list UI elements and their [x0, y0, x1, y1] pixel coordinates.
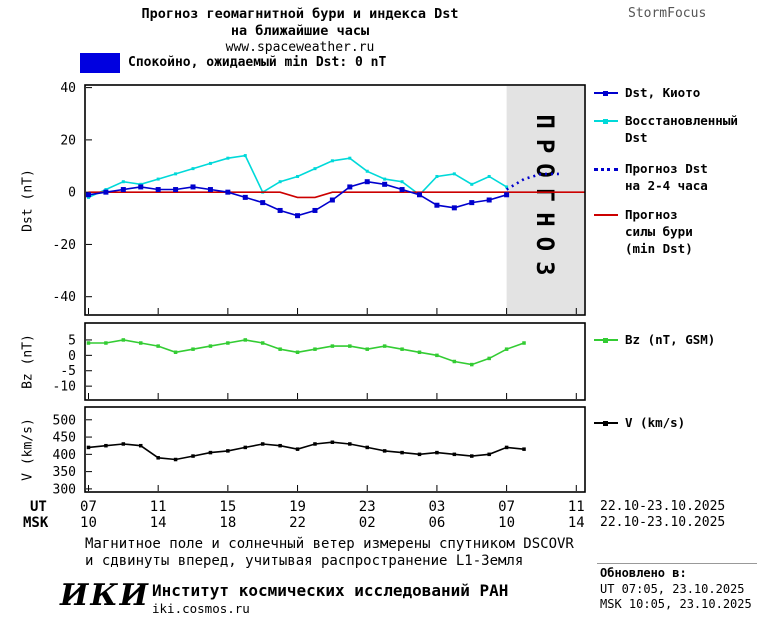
- ut-row-label: UT: [30, 499, 47, 515]
- v-axis-label: V (km/s): [20, 418, 36, 481]
- legend-label-storm-1: Прогноз: [625, 207, 678, 222]
- forecast-chart: ПРОГНОЗ-40-200204050-5-10300350400450500…: [53, 81, 586, 531]
- legend-label-recovered-2: Dst: [625, 130, 648, 145]
- svg-text:400: 400: [53, 448, 76, 463]
- svg-text:23: 23: [359, 499, 376, 515]
- svg-text:18: 18: [219, 515, 236, 531]
- msk-date-range: 22.10-23.10.2025: [600, 515, 726, 530]
- svg-text:11: 11: [150, 499, 167, 515]
- legend-label-bz: Bz (nT, GSM): [625, 332, 716, 347]
- legend-label-recovered-1: Восстановленный: [625, 113, 738, 128]
- footnote-line1: Магнитное поле и солнечный ветер измерен…: [85, 536, 574, 552]
- page-title-line2: на ближайшие часы: [230, 23, 370, 39]
- svg-text:15: 15: [219, 499, 236, 515]
- source-site-url: www.spaceweather.ru: [225, 40, 375, 55]
- svg-text:0: 0: [68, 349, 76, 364]
- legend-swatch-recovered: [594, 118, 618, 124]
- iki-logo: ИКИ: [60, 578, 150, 613]
- svg-text:5: 5: [68, 333, 76, 348]
- status-banner: Спокойно, ожидаемый min Dst: 0 nT: [80, 52, 386, 73]
- legend-label-forecast-1: Прогноз Dst: [625, 161, 708, 176]
- ut-date-range: 22.10-23.10.2025: [600, 499, 726, 514]
- legend-item-storm-forecast: Прогноз силы бури (min Dst): [594, 206, 693, 257]
- svg-text:450: 450: [53, 431, 76, 446]
- legend-swatch-storm: [594, 214, 618, 216]
- legend-item-forecast-dst: Прогноз Dst на 2-4 часа: [594, 160, 708, 194]
- svg-text:300: 300: [53, 482, 76, 497]
- svg-text:0: 0: [68, 186, 76, 201]
- svg-text:14: 14: [568, 515, 585, 531]
- legend-swatch-kyoto: [594, 90, 618, 96]
- updated-ut: UT 07:05, 23.10.2025: [600, 582, 745, 596]
- legend-swatch-forecast: [594, 168, 618, 171]
- svg-text:02: 02: [359, 515, 376, 531]
- legend-label-storm-3: (min Dst): [625, 241, 693, 256]
- svg-text:10: 10: [498, 515, 515, 531]
- updated-divider: [597, 563, 757, 564]
- footnote-line2: и сдвинуты вперед, учитывая распростране…: [85, 553, 524, 569]
- svg-text:-5: -5: [60, 364, 76, 379]
- updated-msk: MSK 10:05, 23.10.2025: [600, 597, 752, 611]
- svg-text:40: 40: [60, 81, 76, 96]
- institute-site-url: iki.cosmos.ru: [152, 601, 250, 616]
- dst-axis-label: Dst (nT): [20, 169, 36, 232]
- svg-text:350: 350: [53, 465, 76, 480]
- brand-label: StormFocus: [628, 6, 707, 21]
- legend-label-storm-2: силы бури: [625, 224, 693, 239]
- svg-text:ПРОГНОЗ: ПРОГНОЗ: [531, 114, 559, 285]
- legend-item-dst-kyoto: Dst, Киото: [594, 84, 700, 101]
- legend-label-kyoto: Dst, Киото: [625, 85, 701, 100]
- page-title-line1: Прогноз геомагнитной бури и индекса Dst: [141, 6, 459, 22]
- msk-row-label: MSK: [23, 515, 49, 531]
- status-color-swatch: [80, 52, 120, 73]
- svg-text:20: 20: [60, 133, 76, 148]
- svg-text:22: 22: [289, 515, 306, 531]
- legend-item-bz: Bz (nT, GSM): [594, 331, 715, 348]
- svg-text:14: 14: [150, 515, 167, 531]
- svg-text:500: 500: [53, 413, 76, 428]
- institute-name: Институт космических исследований РАН: [152, 581, 509, 600]
- legend-label-v: V (km/s): [625, 415, 686, 430]
- legend-item-recovered-dst: Восстановленный Dst: [594, 112, 738, 146]
- updated-label: Обновлено в:: [600, 566, 687, 580]
- svg-text:10: 10: [80, 515, 97, 531]
- svg-text:-20: -20: [53, 238, 76, 253]
- svg-text:06: 06: [428, 515, 445, 531]
- svg-text:07: 07: [80, 499, 97, 515]
- status-text: Спокойно, ожидаемый min Dst: 0 nT: [128, 55, 387, 70]
- svg-text:-40: -40: [53, 290, 76, 305]
- svg-text:07: 07: [498, 499, 515, 515]
- legend-item-v: V (km/s): [594, 414, 685, 431]
- svg-text:-10: -10: [53, 380, 76, 395]
- svg-text:19: 19: [289, 499, 306, 515]
- svg-text:11: 11: [568, 499, 585, 515]
- svg-text:03: 03: [428, 499, 445, 515]
- legend-swatch-bz: [594, 337, 618, 343]
- legend-label-forecast-2: на 2-4 часа: [625, 178, 708, 193]
- legend-swatch-v: [594, 420, 618, 426]
